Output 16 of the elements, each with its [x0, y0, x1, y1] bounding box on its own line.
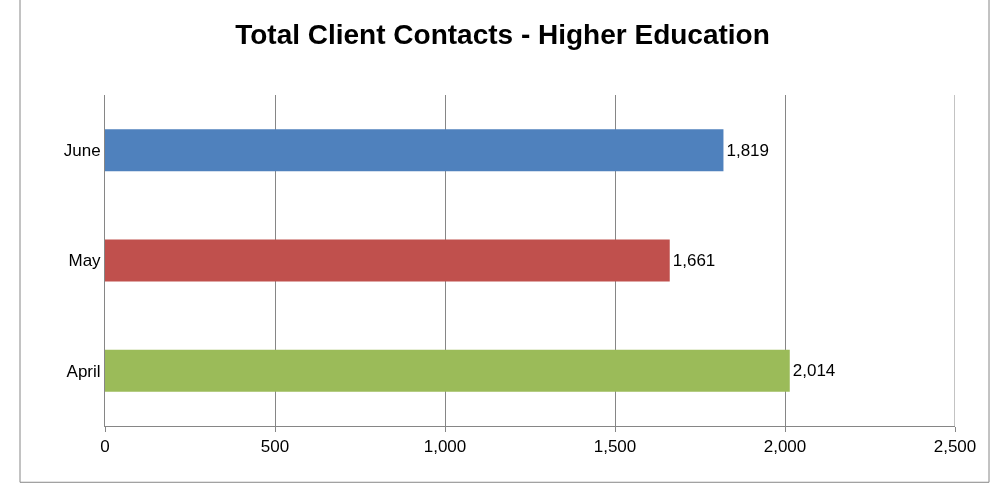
y-tick-label: April — [66, 361, 101, 381]
x-tick-label: 1,000 — [423, 437, 467, 457]
x-tick-label: 2,000 — [763, 437, 807, 457]
bar — [105, 239, 670, 282]
chart-title: Total Client Contacts - Higher Education — [235, 18, 770, 50]
data-label: 2,014 — [792, 361, 836, 381]
data-label: 1,819 — [726, 140, 770, 160]
x-tick-label: 2,500 — [933, 437, 977, 457]
y-tick-label: May — [68, 251, 102, 271]
x-tick-label: 500 — [260, 437, 290, 457]
x-tick-label: 0 — [100, 437, 110, 457]
bar — [105, 129, 724, 172]
y-tick-label: June — [63, 141, 101, 161]
data-label: 1,661 — [672, 251, 716, 270]
bar — [105, 349, 790, 392]
x-tick-label: 1,500 — [593, 437, 637, 457]
